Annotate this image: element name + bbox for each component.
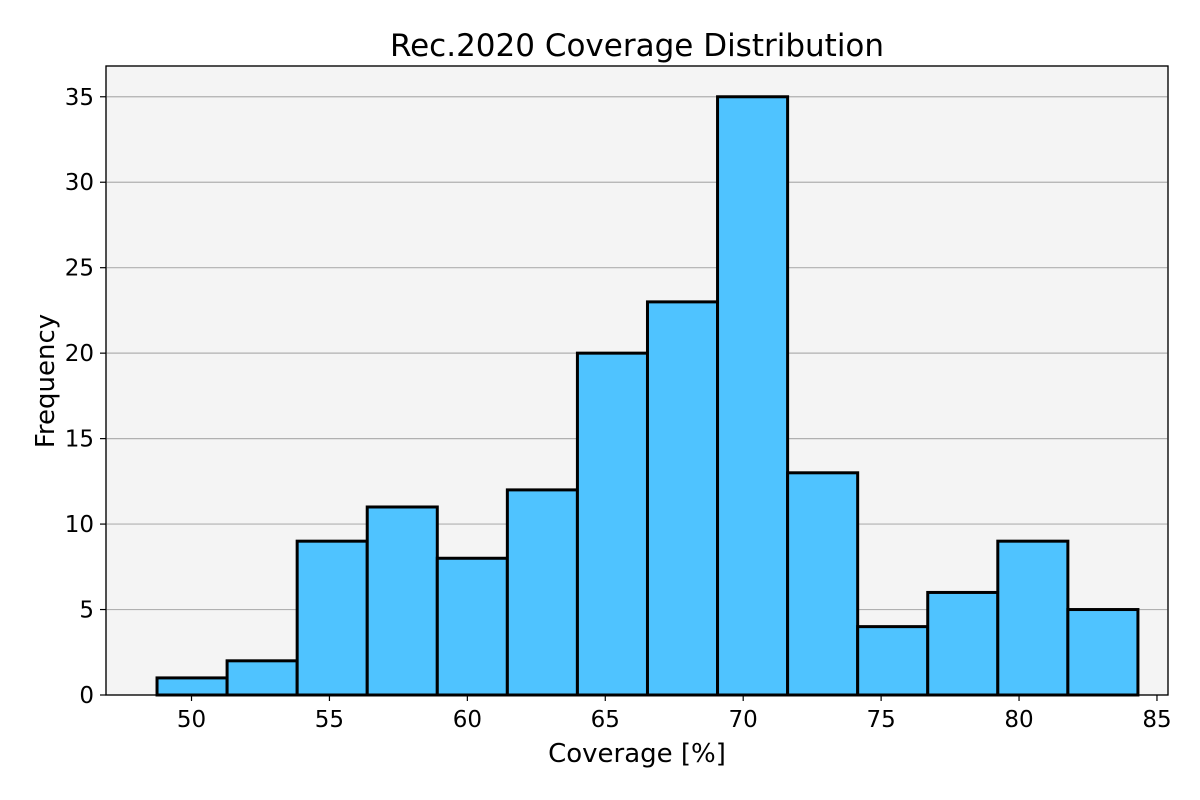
x-tick-label-0: 50 (177, 707, 206, 733)
histogram-bar-1 (225, 659, 299, 697)
x-tick-label-3: 65 (591, 707, 620, 733)
x-axis-ticks: 50 55 60 65 70 75 80 85 (177, 695, 1172, 733)
histogram-bar-9 (786, 471, 860, 697)
histogram-bar-2 (295, 539, 369, 697)
histogram-bar-10 (856, 625, 930, 697)
x-axis-label: Coverage [%] (548, 739, 726, 769)
y-tick-label-4: 20 (65, 341, 94, 367)
plot-frame (105, 65, 1169, 696)
histogram-bar-6 (575, 351, 649, 697)
histogram-bar-13 (1066, 608, 1140, 697)
x-tick-label-5: 75 (866, 707, 895, 733)
histogram-bar-7 (645, 300, 720, 697)
y-tick-label-6: 30 (65, 170, 94, 196)
x-tick-label-4: 70 (729, 707, 758, 733)
x-tick-label-6: 80 (1004, 707, 1033, 733)
y-tick-label-1: 5 (79, 598, 94, 624)
x-tick-label-2: 60 (453, 707, 482, 733)
y-tick-label-3: 15 (65, 427, 94, 453)
x-tick-label-1: 55 (315, 707, 344, 733)
histogram-bar-0 (155, 676, 229, 697)
histogram-bar-4 (435, 556, 509, 697)
histogram-bar-3 (365, 505, 439, 697)
y-axis-ticks: 0 5 10 15 20 25 30 35 (65, 85, 106, 709)
y-tick-label-0: 0 (79, 683, 94, 709)
histogram-bar-12 (996, 539, 1070, 697)
y-tick-label-7: 35 (65, 85, 94, 111)
chart-title: Rec.2020 Coverage Distribution (390, 28, 884, 64)
histogram-bar-8 (716, 95, 790, 697)
y-tick-label-5: 25 (65, 256, 94, 282)
y-axis-label: Frequency (31, 314, 61, 448)
y-tick-label-2: 10 (65, 512, 94, 538)
histogram-bar-11 (926, 590, 1000, 697)
x-tick-label-7: 85 (1142, 707, 1171, 733)
histogram-bar-5 (505, 488, 579, 697)
